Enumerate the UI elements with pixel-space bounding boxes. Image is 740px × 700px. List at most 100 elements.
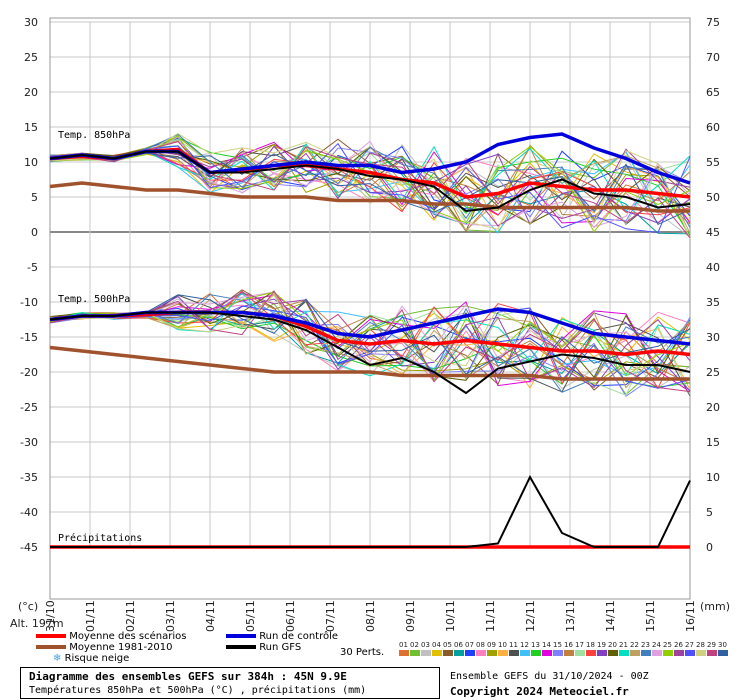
panel-label-t500: Temp. 500hPa <box>58 294 130 305</box>
pert-swatch <box>575 650 585 656</box>
left-tick-label: -15 <box>20 331 38 344</box>
pert-swatch <box>410 650 420 656</box>
pert-number: 03 <box>421 641 430 649</box>
legend-mean: Moyenne des scénarios <box>36 631 186 642</box>
legend-control: Run de contrôle <box>226 631 338 642</box>
x-tick-label: 05/11 <box>244 600 257 632</box>
pert-swatch <box>454 650 464 656</box>
x-tick-label: 09/11 <box>404 600 417 632</box>
pert-swatch <box>498 650 508 656</box>
pert-swatch <box>619 650 629 656</box>
pert-number: 02 <box>410 641 419 649</box>
right-tick-label: 65 <box>706 86 720 99</box>
snowflake-icon: ❄ <box>53 653 62 664</box>
pert-swatch <box>630 650 640 656</box>
perturbation-line <box>49 147 691 222</box>
right-tick-label: 45 <box>706 226 720 239</box>
legend-gfs-label: Run GFS <box>259 642 302 653</box>
x-tick-label: 11/11 <box>484 600 497 632</box>
right-tick-label: 75 <box>706 16 720 29</box>
right-tick-label: 50 <box>706 191 720 204</box>
right-tick-label: 10 <box>706 471 720 484</box>
right-tick-label: 30 <box>706 331 720 344</box>
x-tick-label: 04/11 <box>204 600 217 632</box>
right-tick-label: 0 <box>706 541 713 554</box>
pert-swatch <box>476 650 486 656</box>
pert-number: 30 <box>718 641 727 649</box>
perturbation-line <box>49 294 691 372</box>
left-unit-label: (°c) <box>18 600 38 613</box>
plot-frame <box>49 17 691 600</box>
legend-perts-label: 30 Perts. <box>340 647 385 658</box>
pert-swatch <box>685 650 695 656</box>
copyright: Copyright 2024 Meteociel.fr <box>450 685 629 698</box>
x-tick-label: 14/11 <box>604 600 617 632</box>
pert-swatch <box>641 650 651 656</box>
pert-number: 15 <box>553 641 562 649</box>
pert-swatch <box>663 650 673 656</box>
legend-mean-label: Moyenne des scénarios <box>69 631 187 642</box>
x-tick-label: 08/11 <box>364 600 377 632</box>
panel-label-precip: Précipitations <box>58 532 142 544</box>
pert-swatch <box>520 650 530 656</box>
right-tick-label: 60 <box>706 121 720 134</box>
pert-swatch <box>443 650 453 656</box>
pert-swatch <box>652 650 662 656</box>
x-tick-label: 15/11 <box>644 600 657 632</box>
x-tick-label: 10/11 <box>444 600 457 632</box>
left-tick-label: -5 <box>27 261 38 274</box>
left-tick-label: -40 <box>20 506 38 519</box>
pert-number: 24 <box>652 641 661 649</box>
legend-clim-label: Moyenne 1981-2010 <box>69 642 173 653</box>
perturbation-line <box>49 291 691 364</box>
pert-swatch <box>586 650 596 656</box>
series-line <box>49 311 691 395</box>
legend-snow-label: Risque neige <box>64 653 130 664</box>
pert-number: 20 <box>608 641 617 649</box>
pert-number: 26 <box>674 641 683 649</box>
right-tick-label: 55 <box>706 156 720 169</box>
legend-control-label: Run de contrôle <box>259 631 339 642</box>
left-tick-label: 10 <box>24 156 38 169</box>
legend-snow: ❄ Risque neige <box>53 653 129 664</box>
precip-line <box>50 474 691 548</box>
pert-swatch <box>718 650 728 656</box>
legend-clim: Moyenne 1981-2010 <box>36 642 173 653</box>
pert-number: 11 <box>509 641 518 649</box>
pert-swatch <box>465 650 475 656</box>
pert-number: 29 <box>707 641 716 649</box>
pert-number: 07 <box>465 641 474 649</box>
x-tick-label: 13/11 <box>564 600 577 632</box>
left-tick-label: -35 <box>20 471 38 484</box>
pert-number: 06 <box>454 641 463 649</box>
pert-number: 28 <box>696 641 705 649</box>
x-tick-label: 12/11 <box>524 600 537 632</box>
pert-number: 10 <box>498 641 507 649</box>
right-tick-label: 70 <box>706 51 720 64</box>
pert-swatch <box>707 650 717 656</box>
left-tick-label: -25 <box>20 401 38 414</box>
left-tick-label: 30 <box>24 16 38 29</box>
perturbation-line <box>49 292 691 389</box>
footer-title: Diagramme des ensembles GEFS sur 384h : … <box>29 670 347 683</box>
pert-number: 23 <box>641 641 650 649</box>
right-tick-label: 25 <box>706 366 720 379</box>
x-tick-label: 01/11 <box>84 600 97 632</box>
pert-number: 13 <box>531 641 540 649</box>
right-tick-label: 40 <box>706 261 720 274</box>
series-line <box>49 345 690 381</box>
pert-number: 04 <box>432 641 441 649</box>
pert-number: 08 <box>476 641 485 649</box>
perturbation-line <box>49 291 691 382</box>
pert-number: 21 <box>619 641 628 649</box>
legend-perts: 30 Perts. <box>340 647 384 658</box>
perturbation-line <box>49 152 691 226</box>
pert-number: 12 <box>520 641 529 649</box>
left-tick-label: 15 <box>24 121 38 134</box>
pert-swatch <box>432 650 442 656</box>
pert-number: 22 <box>630 641 639 649</box>
pert-swatch <box>421 650 431 656</box>
series-line <box>49 181 690 213</box>
x-tick-label: 03/11 <box>164 600 177 632</box>
